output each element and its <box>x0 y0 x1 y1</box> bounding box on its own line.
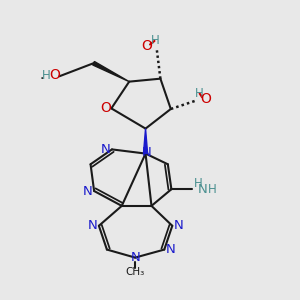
Text: N: N <box>174 219 184 232</box>
Text: H: H <box>195 87 204 100</box>
Polygon shape <box>143 129 148 154</box>
Text: H: H <box>194 177 203 190</box>
Text: O: O <box>100 101 111 116</box>
Text: O: O <box>142 39 152 53</box>
Text: N: N <box>100 143 110 156</box>
Text: .: . <box>39 68 44 82</box>
Text: O: O <box>200 92 211 106</box>
Text: CH₃: CH₃ <box>125 267 145 277</box>
Text: H: H <box>42 69 51 82</box>
Text: H: H <box>207 183 216 196</box>
Text: N: N <box>198 183 208 196</box>
Text: N: N <box>141 146 151 159</box>
Text: N: N <box>166 243 176 256</box>
Text: H: H <box>150 34 159 47</box>
Text: N: N <box>83 184 92 197</box>
Text: N: N <box>131 251 141 264</box>
Polygon shape <box>93 61 129 82</box>
Text: N: N <box>88 219 97 232</box>
Text: O: O <box>50 68 60 82</box>
